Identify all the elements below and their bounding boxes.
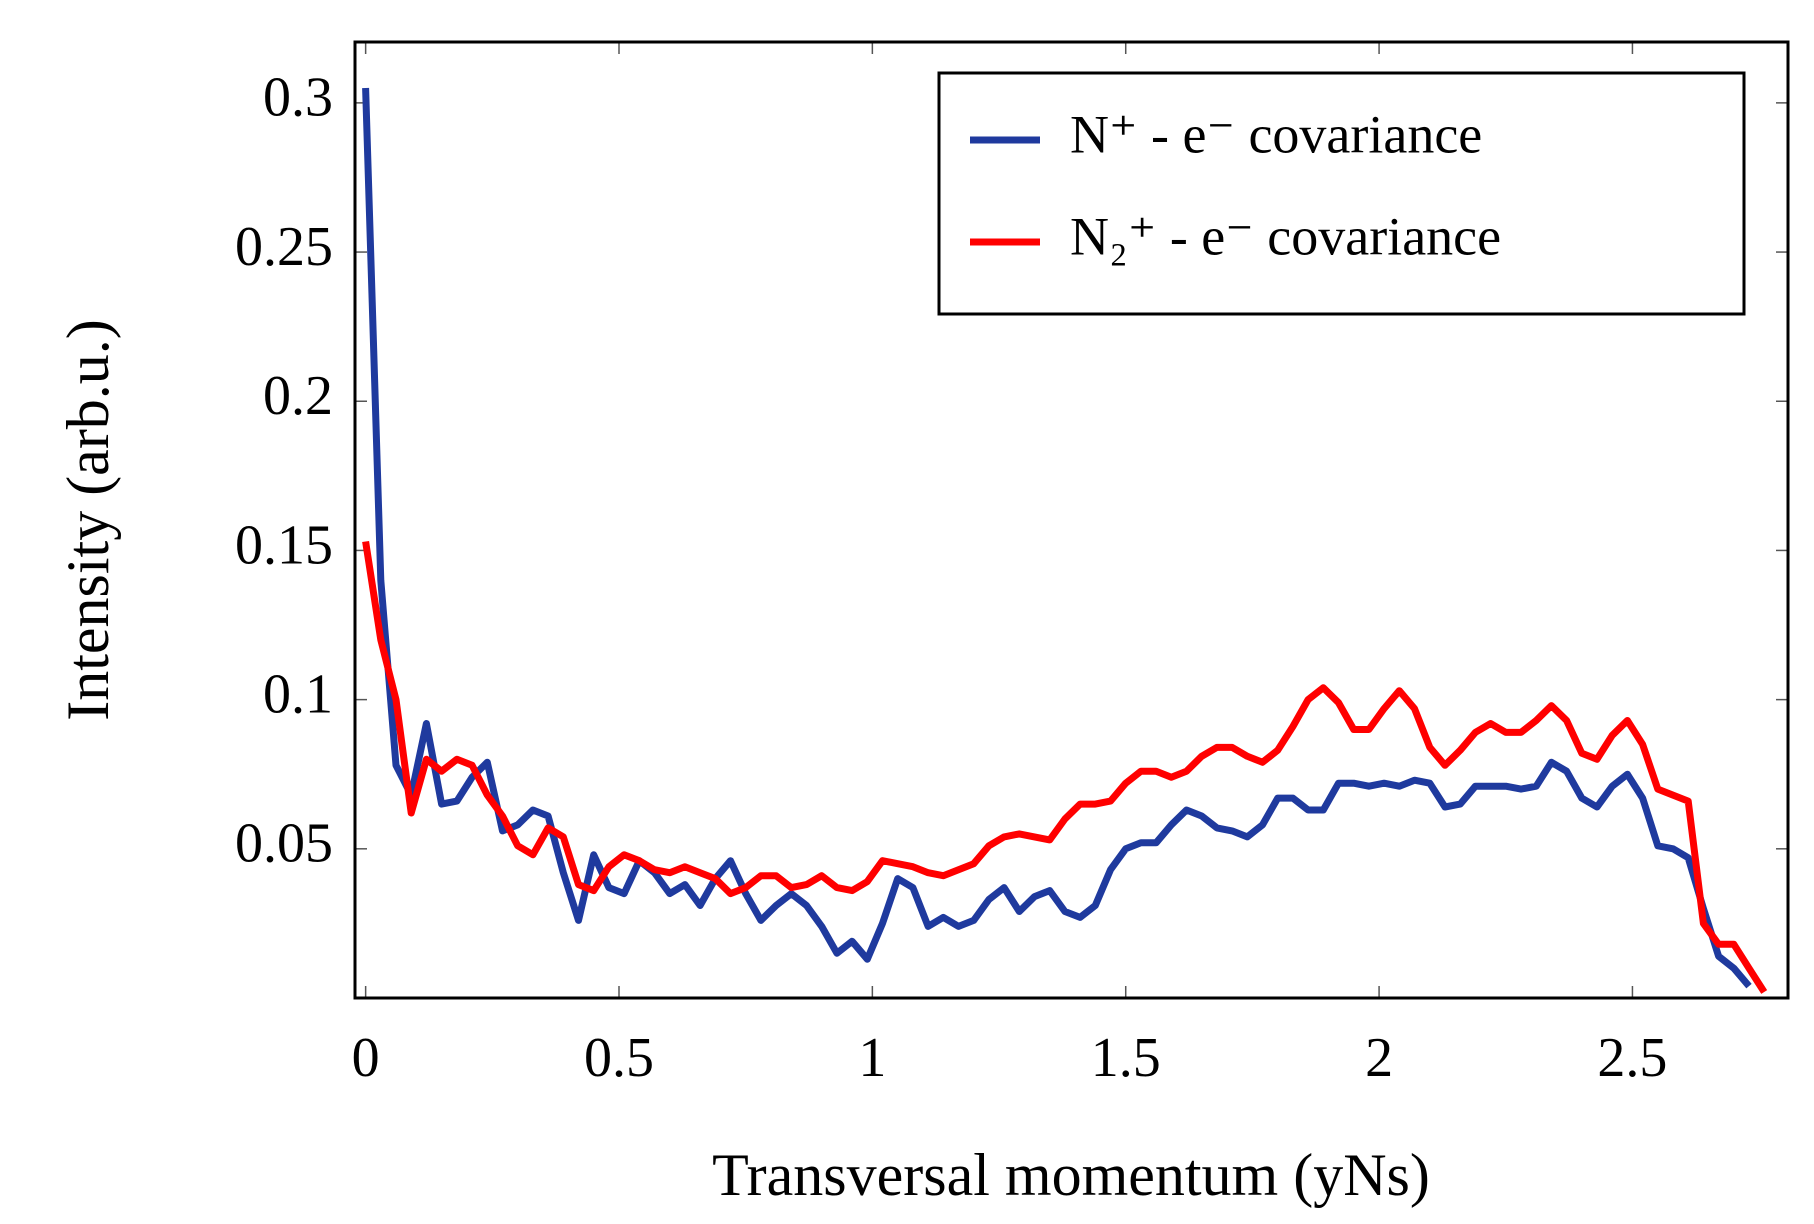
x-tick-label: 2.5 — [1597, 1027, 1667, 1089]
x-tick-label: 1 — [858, 1027, 886, 1089]
y-axis-label: Intensity (arb.u.) — [55, 319, 121, 721]
x-tick-label: 0.5 — [584, 1027, 654, 1089]
legend-label: N⁺ - e⁻ covariance — [1070, 104, 1482, 164]
y-tick-label: 0.15 — [235, 514, 333, 576]
data-line — [362, 87, 1752, 989]
y-tick-label: 0.25 — [235, 216, 333, 278]
y-tick-label: 0.05 — [235, 813, 333, 875]
y-tick-label: 0.3 — [263, 67, 333, 129]
y-tick-label: 0.1 — [263, 663, 333, 725]
y-tick-label: 0.2 — [263, 365, 333, 427]
x-tick-label: 0 — [352, 1027, 380, 1089]
x-axis-label: Transversal momentum (yNs) — [712, 1142, 1430, 1208]
legend-label: N₂⁺ - e⁻ covariance — [1070, 206, 1501, 266]
data-line — [362, 540, 1768, 994]
x-tick-label: 2 — [1365, 1027, 1393, 1089]
x-tick-label: 1.5 — [1091, 1027, 1161, 1089]
legend-box — [937, 71, 1746, 316]
plot-frame — [353, 40, 1790, 1000]
